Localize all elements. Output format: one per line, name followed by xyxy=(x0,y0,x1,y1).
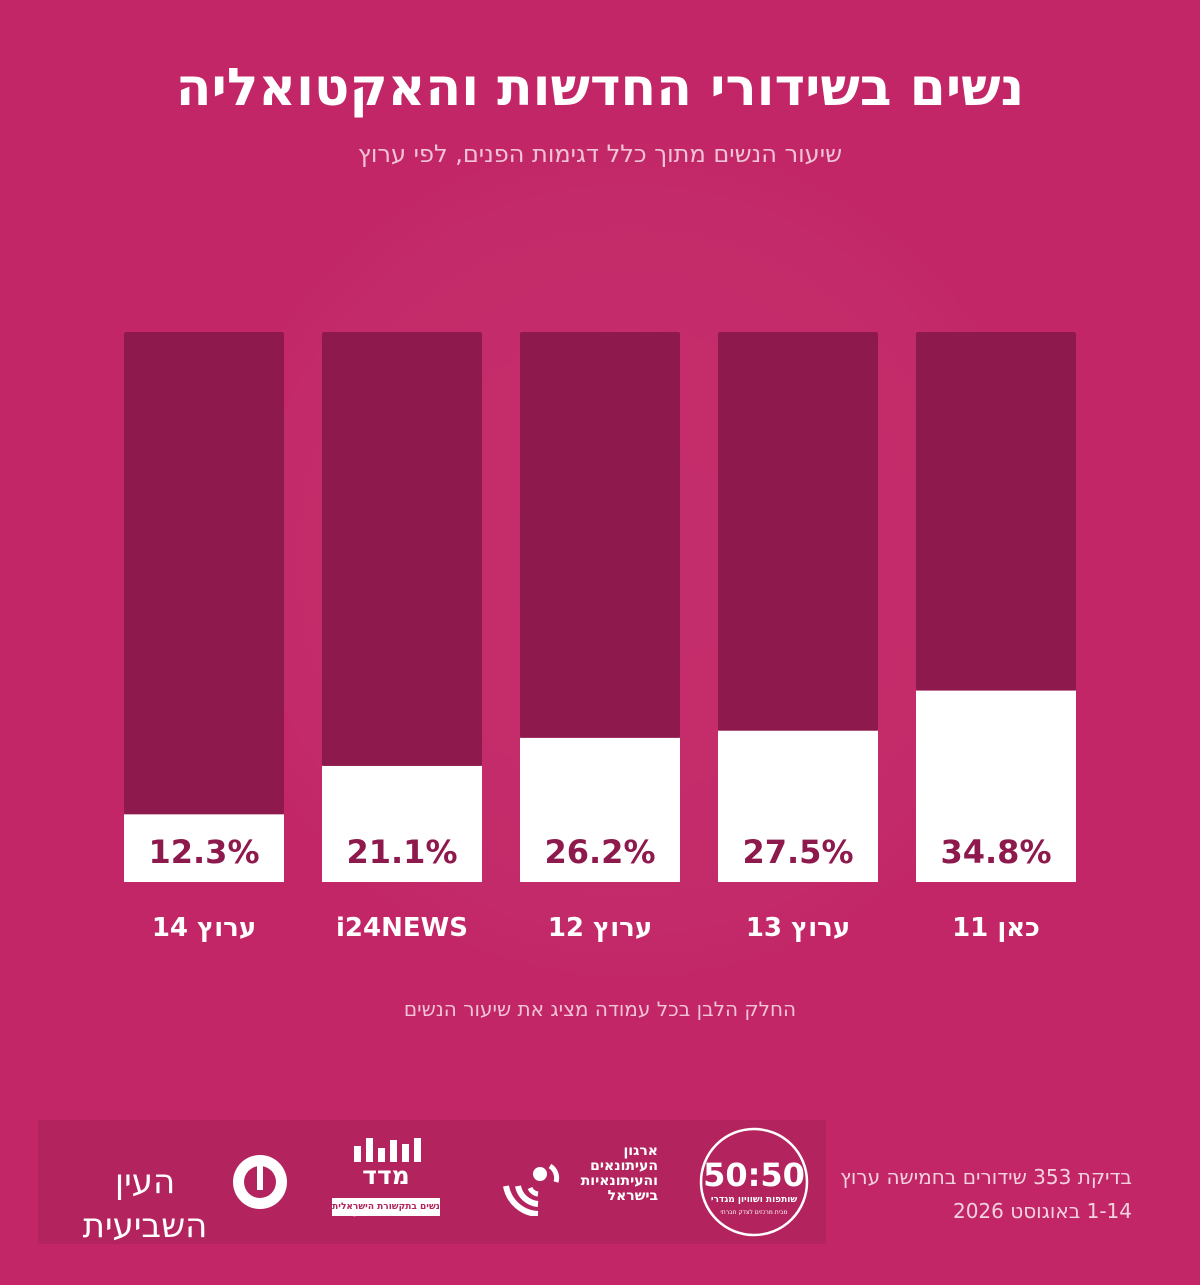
bar-women-share xyxy=(322,765,482,882)
credit: בדיקת 353 שידורים בחמישה ערוץ 1-14 באוגו… xyxy=(812,1160,1132,1228)
chart-title: נשים בשידורי החדשות והאקטואליה xyxy=(175,58,1025,118)
channel-label: i24NEWS xyxy=(336,913,468,943)
journalists-union-logo: ארגון העיתונאים והעיתונאיות בישראל xyxy=(498,1144,658,1224)
bar-women-share xyxy=(718,730,878,882)
journalists-line-1: ארגון xyxy=(623,1143,659,1159)
bar-value-label: 34.8% xyxy=(940,833,1051,871)
chart-subtitle: שיעור הנשים מתוך כלל דגימות הפנים, לפי ע… xyxy=(357,140,843,168)
bar-remainder xyxy=(322,332,482,766)
bar-women-share xyxy=(124,814,284,882)
seventh-eye-name: העין השביעית xyxy=(82,1162,208,1246)
bar-women-share xyxy=(916,690,1076,882)
bar-value-label: 21.1% xyxy=(346,833,457,871)
broadcast-icon xyxy=(503,1163,560,1216)
fifty-fifty-mark: 50:50 xyxy=(703,1156,805,1194)
representation-index-tagline: נשים בתקשורת הישראלית xyxy=(332,1198,440,1216)
bar-women-share xyxy=(520,737,680,882)
bars-icon xyxy=(354,1138,421,1162)
credit-line-1: בדיקת 353 שידורים בחמישה ערוץ xyxy=(840,1165,1132,1189)
representation-index-logo: מדד הייצוג נשים בתקשורת הישראלית xyxy=(330,1136,442,1228)
bar-remainder xyxy=(718,332,878,731)
channel-label: ערוץ 12 xyxy=(548,913,652,943)
eye-icon xyxy=(233,1155,287,1209)
representation-index-name: מדד הייצוג xyxy=(352,1161,420,1222)
fifty-fifty-ring xyxy=(699,1127,809,1237)
bar-value-label: 12.3% xyxy=(148,833,259,871)
journalists-line-4: בישראל xyxy=(607,1188,658,1204)
chart-note: החלק הלבן בכל עמודה מציג את שיעור הנשים xyxy=(403,997,797,1021)
fifty-fifty-name: שותפות ושוויון מגדרי xyxy=(711,1195,797,1205)
seventh-eye-logo: העין השביעית xyxy=(64,1150,290,1246)
bar-remainder xyxy=(520,332,680,738)
channel-label: כאן 11 xyxy=(952,913,1040,943)
journalists-line-2: העיתונאים xyxy=(590,1158,658,1174)
fifty-fifty-tagline: מבית מרכזים לצדק חברתי xyxy=(720,1209,787,1216)
bar-value-label: 26.2% xyxy=(544,833,655,871)
bar-remainder xyxy=(124,332,284,815)
journalists-line-3: והעיתונאיות xyxy=(580,1173,658,1189)
bar-chart: 12.3% ערוץ 14 21.1% i24NEWS 26.2% ערוץ 12 27.5… xyxy=(124,332,1076,943)
bar-value-label: 27.5% xyxy=(742,833,853,871)
credit-line-2: 1-14 באוגוסט 2026 xyxy=(952,1199,1132,1223)
bar-remainder xyxy=(916,332,1076,691)
channel-label: ערוץ 14 xyxy=(152,913,256,943)
fifty-fifty-logo: 50:50 שותפות ושוויון מגדרי מבית מרכזים ל… xyxy=(699,1127,809,1237)
channel-label: ערוץ 13 xyxy=(746,913,850,943)
logo-panel: 50:50 שותפות ושוויון מגדרי מבית מרכזים ל… xyxy=(38,1120,826,1246)
